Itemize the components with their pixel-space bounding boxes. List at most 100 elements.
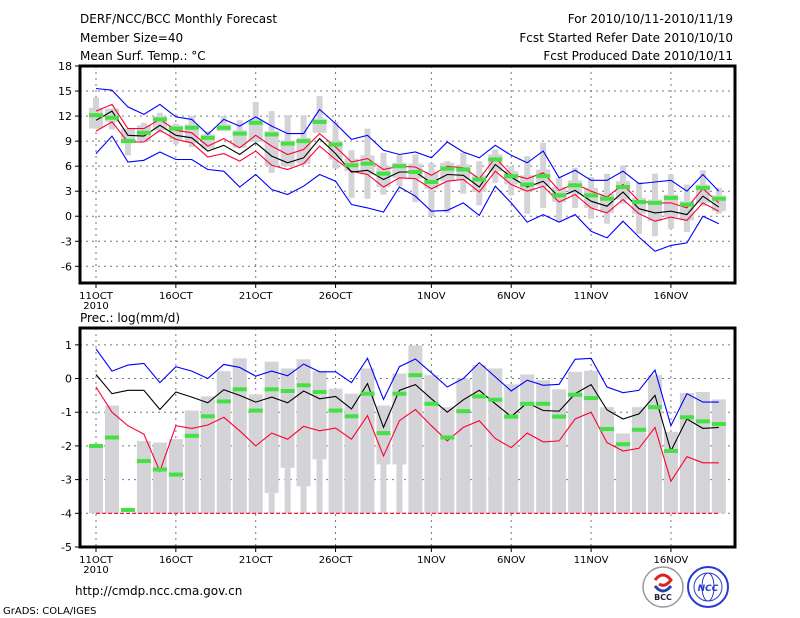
temp-observed-marker xyxy=(120,139,135,144)
temp-plot-frame xyxy=(78,64,737,285)
precip-observed-marker xyxy=(152,467,167,472)
precip-observed-marker xyxy=(89,443,103,448)
precip-ytick-label: -2 xyxy=(61,440,72,453)
precip-bar xyxy=(136,440,151,514)
precip-observed-marker xyxy=(488,397,503,402)
precip-ytick-label: -1 xyxy=(61,406,72,419)
temp-observed-marker xyxy=(504,174,519,179)
precip-max-line xyxy=(95,348,719,428)
temp-observed-marker xyxy=(711,196,726,201)
temp-observed-marker xyxy=(695,185,710,190)
precip-observed-marker xyxy=(136,459,151,464)
precip-bar xyxy=(392,373,407,465)
temp-xtick-label: 1NOV xyxy=(417,291,446,302)
precip-observed-marker xyxy=(584,396,599,401)
temp-observed-marker xyxy=(631,200,646,205)
precip-bar xyxy=(711,399,726,514)
temp-max-line xyxy=(95,87,720,192)
temp-observed-marker xyxy=(344,163,359,168)
precip-ytick-label: 0 xyxy=(65,373,72,386)
temp-observed-marker xyxy=(232,131,247,136)
precip-bar xyxy=(360,368,375,514)
temp-ytick-label: -3 xyxy=(61,235,72,248)
temp-quartile-box xyxy=(296,137,311,164)
temp-xtick-label: 11NOV xyxy=(574,291,609,302)
precip-bar-tail xyxy=(380,464,387,514)
precip-bar xyxy=(440,407,455,514)
ncc-logo: NCC xyxy=(687,566,729,608)
temp-observed-marker xyxy=(616,185,631,190)
temp-observed-marker xyxy=(600,196,615,201)
temp-observed-marker xyxy=(663,195,678,200)
precip-ytick-label: -4 xyxy=(61,507,72,520)
precip-bar xyxy=(264,361,279,494)
precip-bar xyxy=(104,405,119,514)
precip-bar-tail xyxy=(268,493,275,514)
precip-bar xyxy=(568,371,583,514)
precip-observed-marker xyxy=(232,387,247,392)
precip-observed-marker xyxy=(392,391,407,396)
temp-ytick-label: 9 xyxy=(65,135,72,148)
precip-xtick-year: 2010 xyxy=(83,565,108,576)
temp-observed-marker xyxy=(136,130,151,135)
precip-bar xyxy=(296,359,311,487)
precip-bar xyxy=(312,371,327,460)
temp-observed-marker xyxy=(280,141,295,146)
temp-quartile-box xyxy=(264,131,279,166)
forecast-period: For 2010/10/11-2010/11/19 xyxy=(568,12,733,26)
precip-xtick-label: 16NOV xyxy=(654,555,689,566)
temp-observed-marker xyxy=(360,161,375,166)
bcc-logo: BCC xyxy=(642,566,684,608)
temp-observed-marker xyxy=(216,125,231,130)
temp-observed-marker xyxy=(568,183,583,188)
temp-xtick-label: 16OCT xyxy=(159,291,194,302)
temp-xtick-label: 6NOV xyxy=(497,291,526,302)
precip-observed-marker xyxy=(520,401,535,406)
precip-lower-line xyxy=(95,386,719,483)
figure-title: DERF/NCC/BCC Monthly Forecast xyxy=(80,12,277,26)
temp-xtick-label: 21OCT xyxy=(239,291,274,302)
temp-ytick-label: 3 xyxy=(65,185,72,198)
temp-observed-marker xyxy=(408,169,423,174)
precip-observed-marker xyxy=(248,408,263,413)
precip-bar xyxy=(631,407,646,514)
precip-observed-marker xyxy=(456,409,471,414)
temp-quartile-box xyxy=(647,199,662,222)
precip-observed-marker xyxy=(216,399,231,404)
forecast-produced-date: Fcst Produced Date 2010/10/11 xyxy=(543,49,733,63)
temp-observed-marker xyxy=(248,120,263,125)
precip-observed-marker xyxy=(296,383,311,388)
precip-observed-marker xyxy=(424,401,439,406)
precip-bar-tail xyxy=(300,486,307,514)
precip-mean-line xyxy=(95,374,719,453)
temp-spread-bar xyxy=(444,161,451,213)
precip-bar xyxy=(536,380,551,514)
temp-observed-marker xyxy=(488,157,503,162)
precip-bar xyxy=(616,433,631,514)
temp-observed-marker xyxy=(520,182,535,187)
temp-observed-marker xyxy=(328,142,343,147)
source-url[interactable]: http://cmdp.ncc.cma.gov.cn xyxy=(75,584,242,598)
precip-observed-marker xyxy=(280,389,295,394)
precip-bar xyxy=(280,368,295,468)
temp-observed-marker xyxy=(264,132,279,137)
precip-bar xyxy=(328,388,343,514)
temp-observed-marker xyxy=(440,166,455,171)
precip-observed-marker xyxy=(679,415,694,420)
temp-lower-line xyxy=(95,121,720,222)
member-size: Member Size=40 xyxy=(80,31,183,45)
temp-spread-bar xyxy=(348,150,355,198)
precip-ytick-label: 1 xyxy=(65,339,72,352)
variable-label: Mean Surf. Temp.: °C xyxy=(80,49,206,63)
precip-observed-marker xyxy=(504,414,519,419)
temp-quartile-box xyxy=(440,162,455,182)
temp-observed-marker xyxy=(184,125,199,130)
precip-observed-marker xyxy=(408,373,423,378)
precip-bar xyxy=(89,445,103,514)
precip-bar-tail xyxy=(284,467,291,514)
temp-min-line xyxy=(95,135,720,252)
temp-observed-marker xyxy=(104,115,119,120)
precip-observed-marker xyxy=(184,433,199,438)
